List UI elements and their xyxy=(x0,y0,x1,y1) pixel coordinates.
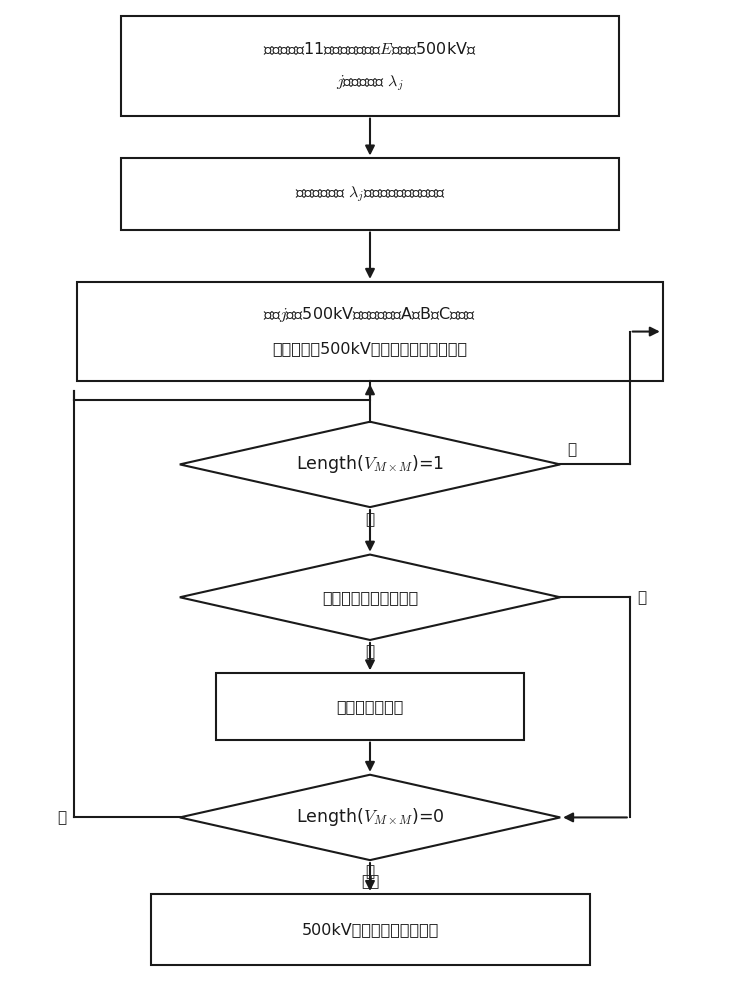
Polygon shape xyxy=(180,422,560,507)
Text: $j$的负荷密度 $\lambda_j$: $j$的负荷密度 $\lambda_j$ xyxy=(336,73,404,93)
Polygon shape xyxy=(180,775,560,860)
Text: 是: 是 xyxy=(366,512,374,527)
Text: 遍历$j$周围500kV站，依次匹配A、B、C中最小: 遍历$j$周围500kV站，依次匹配A、B、C中最小 xyxy=(263,305,477,324)
Text: 根据负荷密度 $\lambda_j$确定相应的供电区类别: 根据负荷密度 $\lambda_j$确定相应的供电区类别 xyxy=(295,184,445,204)
Bar xyxy=(150,894,590,965)
Text: 否: 否 xyxy=(568,442,576,457)
Bar xyxy=(121,16,619,116)
Text: 根据公式（11）计算对角矩阵$E$中每个500kV站: 根据公式（11）计算对角矩阵$E$中每个500kV站 xyxy=(263,40,477,57)
Text: Length($V_{M\times M}$)=0: Length($V_{M\times M}$)=0 xyxy=(295,806,445,828)
Text: 供电能力的500kV站，并去除已组合的站: 供电能力的500kV站，并去除已组合的站 xyxy=(272,341,468,356)
Bar xyxy=(121,158,619,230)
Polygon shape xyxy=(180,555,560,640)
Bar xyxy=(78,282,662,381)
Text: 否: 否 xyxy=(57,810,67,825)
Text: 是: 是 xyxy=(637,590,646,605)
Text: 是: 是 xyxy=(366,864,374,879)
Bar xyxy=(216,673,524,740)
Text: Length($V_{M\times M}$)=1: Length($V_{M\times M}$)=1 xyxy=(296,453,444,475)
Text: 否: 否 xyxy=(366,644,374,659)
Text: 输出: 输出 xyxy=(361,874,379,889)
Text: 合并至临近分区: 合并至临近分区 xyxy=(336,699,404,714)
Text: 500kV变电站组合备用集合: 500kV变电站组合备用集合 xyxy=(301,922,439,937)
Text: 是否具备独立供带能力: 是否具备独立供带能力 xyxy=(322,590,418,605)
